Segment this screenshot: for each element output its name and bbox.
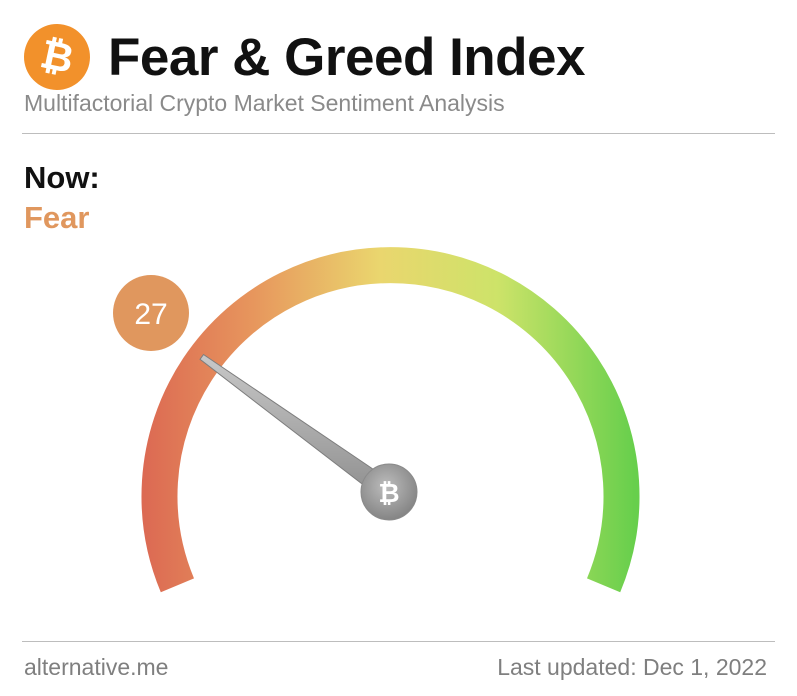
gauge-arc: [141, 247, 640, 593]
page-title: Fear & Greed Index: [108, 27, 586, 87]
gauge-value: 27: [134, 298, 167, 331]
value-badge: 27: [113, 275, 189, 351]
last-updated: Last updated: Dec 1, 2022: [497, 654, 767, 680]
needle-hub: ₿: [360, 463, 418, 521]
header: ₿ Fear & Greed Index: [17, 17, 586, 97]
bottom-divider: [22, 641, 775, 642]
source-link[interactable]: alternative.me: [24, 654, 169, 680]
sentiment-classification: Fear: [24, 200, 90, 235]
top-divider: [22, 133, 775, 134]
now-label: Now:: [24, 160, 100, 195]
page-subtitle: Multifactorial Crypto Market Sentiment A…: [24, 90, 505, 116]
fear-greed-gauge: ₿ 27: [113, 247, 640, 593]
bitcoin-hub-icon: ₿: [378, 479, 399, 509]
